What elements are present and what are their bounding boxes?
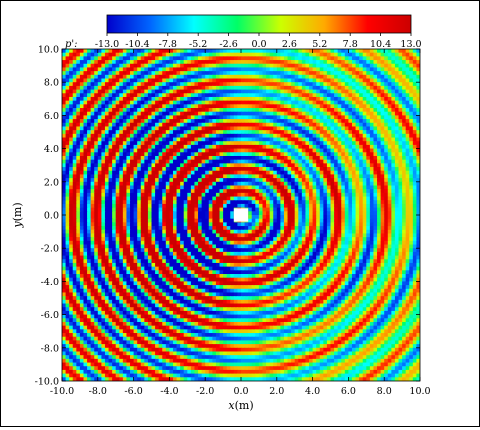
y-tick-label: -10.0 [35, 377, 59, 388]
colorbar-tick-label: 13.0 [400, 39, 421, 50]
x-tick-label: 10.0 [409, 386, 430, 397]
y-tick-label: 6.0 [44, 111, 59, 122]
colorbar-tick-label: 7.8 [343, 39, 358, 50]
y-tick-label: -2.0 [41, 244, 59, 255]
x-tick-label: -6.0 [124, 386, 142, 397]
colorbar-tick-label: -10.4 [125, 39, 149, 50]
x-tick-label: 4.0 [305, 386, 320, 397]
y-axis-label: y(m) [11, 202, 24, 228]
colorbar-tick-label: 2.6 [282, 39, 297, 50]
colorbar-tick-label: 10.4 [370, 39, 391, 50]
x-axis-label: x(m) [228, 399, 253, 412]
x-tick-label: 8.0 [377, 386, 392, 397]
x-tick-label: -10.0 [50, 386, 74, 397]
x-tick-label: -2.0 [196, 386, 214, 397]
colorbar-label: p': [65, 39, 78, 50]
y-tick-label: 4.0 [44, 144, 59, 155]
square-obstacle [234, 208, 248, 221]
x-tick-label: 0.0 [233, 386, 248, 397]
x-tick-label: -4.0 [160, 386, 178, 397]
colorbar-tick-label: -13.0 [95, 39, 119, 50]
y-tick-label: -8.0 [41, 343, 59, 354]
colorbar-tick-label: 5.2 [312, 39, 327, 50]
x-tick-label: -8.0 [89, 386, 107, 397]
colorbar-tick-label: -2.6 [219, 39, 237, 50]
colorbar-ticks: -13.0 -10.4 -7.8 -5.2 -2.6 0.0 2.6 5.2 7.8 10.4 13… [95, 33, 422, 50]
y-tick-label: 10.0 [38, 45, 59, 56]
y-tick-label: -6.0 [41, 310, 59, 321]
colorbar-tick-label: -5.2 [189, 39, 207, 50]
colorbar-tick-label: 0.0 [251, 39, 266, 50]
colorbar-tick-label: -7.8 [159, 39, 177, 50]
x-tick-label: 2.0 [269, 386, 284, 397]
y-tick-label: 8.0 [44, 78, 59, 89]
y-tick-label: -4.0 [41, 277, 59, 288]
y-tick-label: 2.0 [44, 177, 59, 188]
colorbar [107, 15, 411, 33]
x-tick-label: 6.0 [341, 386, 356, 397]
y-tick-label: 0.0 [44, 211, 59, 222]
